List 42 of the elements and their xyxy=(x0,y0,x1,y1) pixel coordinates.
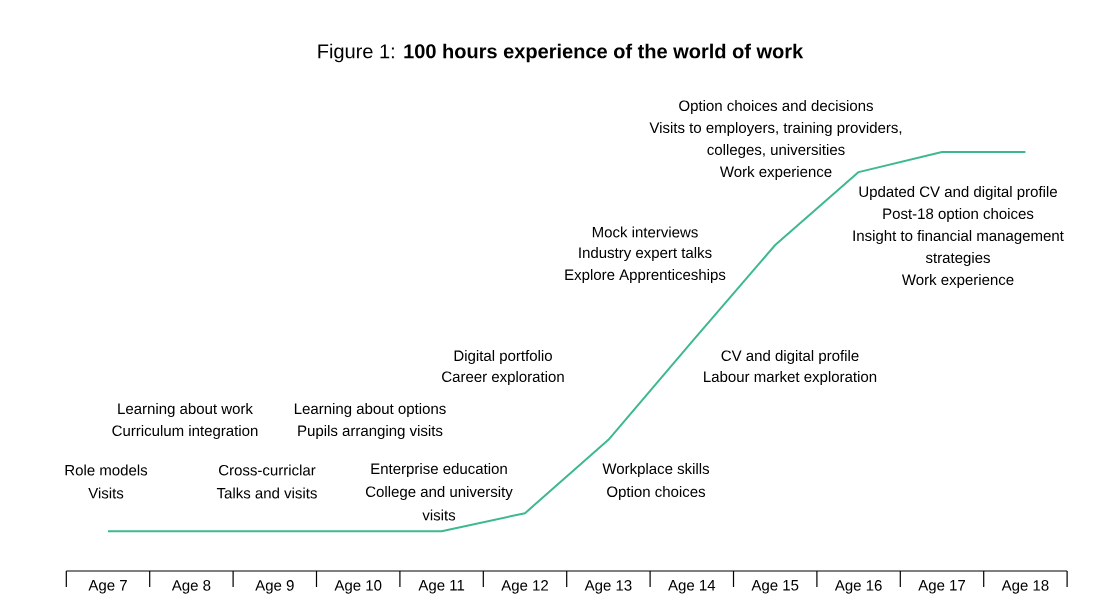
annotation: Pupils arranging visits xyxy=(298,425,443,439)
x-tick-label: Age 9 xyxy=(255,580,294,594)
x-tick-label: Age 7 xyxy=(88,580,127,594)
annotation: Enterprise education xyxy=(371,463,507,477)
x-tick-label: Age 18 xyxy=(1001,580,1049,594)
annotation: Industry expert talks xyxy=(579,247,712,261)
annotation: Insight to financial management xyxy=(853,230,1064,244)
annotation: College and university xyxy=(365,486,513,500)
annotation: Labour market exploration xyxy=(704,371,877,385)
x-tick-label: Age 12 xyxy=(501,580,549,594)
annotation: Learning about options xyxy=(294,403,446,417)
text: Option choices and decisions xyxy=(679,100,873,114)
annotation: Career exploration xyxy=(442,371,564,385)
x-tick-label: Age 17 xyxy=(918,580,965,594)
x-tick-label: Age 10 xyxy=(334,580,382,594)
annotation: Talks and visits xyxy=(216,487,317,499)
annotation: Workplace skills xyxy=(602,463,710,477)
x-tick-label: Age 8 xyxy=(171,580,211,594)
annotation: visits xyxy=(422,509,456,521)
x-tick-label: Age 11 xyxy=(418,580,465,594)
annotation: Work experience xyxy=(901,274,1014,288)
annotation: Role models xyxy=(65,464,148,476)
annotation: Learning about work xyxy=(118,403,253,417)
x-tick-label: Age 16 xyxy=(834,580,882,594)
annotation: Explore Apprenticeships xyxy=(565,269,726,283)
chart-title: Figure 1: 100 hours experience of the world of work xyxy=(318,43,804,63)
annotation: CV and digital profile xyxy=(721,350,859,364)
annotation: Option choices xyxy=(607,486,706,500)
annotation: Work experience xyxy=(719,166,832,180)
annotation: Mock interviews xyxy=(592,226,698,238)
x-tick-label: Age 14 xyxy=(668,580,716,594)
annotation: strategies xyxy=(925,252,990,266)
annotation: Post-18 option choices xyxy=(883,208,1034,222)
x-tick-label: Age 13 xyxy=(584,580,632,594)
annotation: Digital portfolio xyxy=(454,350,552,364)
annotation: Cross-curriclar xyxy=(219,464,316,476)
annotation: Visits xyxy=(88,487,124,499)
x-tick-label: Age 15 xyxy=(751,580,799,594)
text: Visits to employers, training providers, xyxy=(649,122,902,136)
annotation: Updated CV and digital profile xyxy=(859,186,1057,200)
annotation: Curriculum integration xyxy=(112,425,258,439)
annotation: colleges, universities xyxy=(707,144,845,158)
